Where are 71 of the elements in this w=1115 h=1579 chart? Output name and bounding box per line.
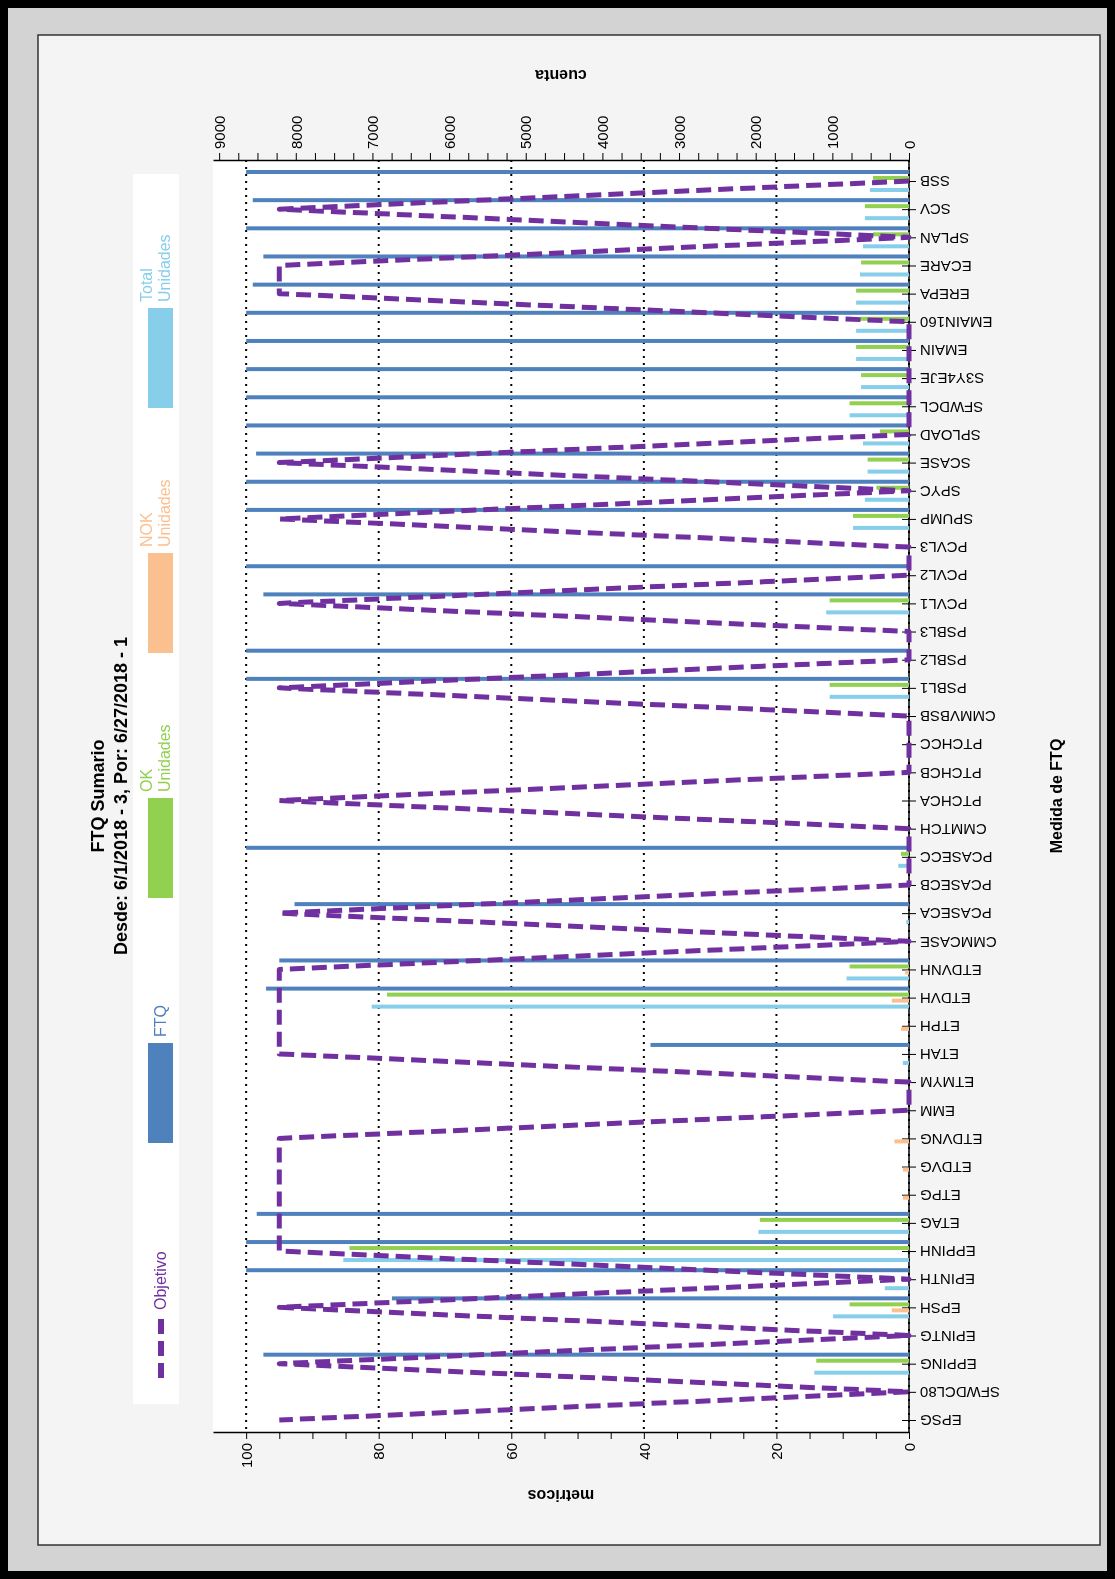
text: FTQ (152, 1005, 169, 1037)
y-tick-label: ETMYM (920, 1074, 975, 1092)
x2-tick-label: 3000 (670, 115, 688, 149)
y-tick-label: SPUMP (920, 511, 974, 529)
x2-tick-label: 9000 (210, 115, 228, 149)
y-tick-label: EMM (920, 1102, 955, 1120)
x-tick-label: 0 (900, 1443, 918, 1452)
x-tick-label: 40 (635, 1443, 653, 1460)
x-tick-label: 80 (370, 1443, 388, 1460)
x-tick-label: 100 (237, 1443, 255, 1469)
y-tick-label: SFWDCL80 (920, 1384, 1001, 1402)
y-tick-label: EPPING (920, 1355, 977, 1373)
y-tick-label: SPLOAD (919, 426, 981, 444)
y-tick-label: SCASE (920, 454, 971, 472)
x2-tick-label: 1000 (824, 115, 842, 149)
y-axis-title: Medida de FTQ (1048, 738, 1065, 854)
y-tick-label: ECARE (920, 257, 972, 275)
y-tick-label: CMMCASE (920, 933, 997, 951)
y-tick-label: SCV (920, 201, 951, 219)
y-tick-label: PTCHCA (920, 792, 982, 810)
y-tick-label: PCVL2 (920, 567, 968, 585)
y-tick-label: ETDVG (920, 1158, 972, 1176)
y-tick-label: CMMTCH (920, 820, 987, 838)
y-tick-label: EPSH (920, 1299, 961, 1317)
x-tick-label: 20 (768, 1443, 786, 1460)
y-tick-label: ETAG (920, 1215, 960, 1233)
y-tick-label: ETDVH (920, 989, 971, 1007)
y-tick-label: PCASECB (920, 877, 992, 895)
y-tick-label: S3Y4EJE (920, 370, 985, 388)
x2-axis-title: cuenta (535, 67, 587, 84)
y-tick-label: EREPA (920, 285, 970, 303)
text: OK Unidades (138, 724, 173, 792)
text: Total Unidades (138, 234, 173, 302)
y-tick-label: PTCHCB (920, 764, 982, 782)
y-tick-label: PSBL1 (920, 680, 967, 698)
y-tick-label: ETAH (920, 1046, 959, 1064)
text: Objetivo (152, 1251, 169, 1310)
text: NOK Unidades (138, 479, 173, 547)
y-tick-label: SPLAN (920, 229, 970, 247)
y-tick-label: SPYC (919, 483, 961, 500)
y-tick-label: PCVL1 (920, 595, 968, 613)
y-tick-label: CMMVBSB (920, 708, 996, 726)
y-tick-label: EMAIN (920, 342, 968, 360)
y-tick-label: SSB (920, 173, 951, 191)
text: Desde: 6/1/2018 - 3, Por: 6/27/2018 - 1 (111, 636, 131, 956)
x2-tick-label: 7000 (364, 115, 382, 149)
x2-tick-label: 6000 (440, 115, 458, 149)
x2-tick-label: 4000 (594, 115, 612, 149)
y-tick-label: PTCHCC (919, 736, 983, 754)
text: FTQ Sumario (88, 739, 108, 853)
y-tick-label: ETPG (920, 1186, 961, 1204)
x2-tick-label: 2000 (747, 115, 765, 149)
y-tick-label: ETDVNH (920, 961, 982, 979)
y-tick-label: SFWDCL (920, 398, 984, 416)
x2-tick-label: 5000 (517, 115, 535, 149)
y-tick-label: PCVL3 (920, 539, 968, 557)
y-tick-label: ETDVNG (920, 1130, 983, 1148)
x-tick-label: 60 (503, 1443, 521, 1460)
x2-tick-label: 0 (900, 140, 918, 149)
y-tick-label: EPSG (920, 1412, 962, 1430)
x2-tick-label: 8000 (287, 115, 305, 149)
y-tick-label: EPPINH (920, 1243, 976, 1261)
x-axis-title: metricos (527, 1487, 595, 1504)
y-tick-label: PSBL2 (920, 651, 967, 669)
y-tick-label: EPINTH (920, 1271, 976, 1289)
y-tick-label: EMAIN160 (920, 314, 993, 332)
y-tick-label: PCASECA (920, 905, 992, 923)
y-tick-label: PCASECC (919, 849, 993, 867)
y-tick-label: EPINTG (920, 1327, 976, 1345)
y-tick-label: PSBL3 (920, 623, 967, 641)
y-tick-label: ETPH (920, 1018, 961, 1036)
